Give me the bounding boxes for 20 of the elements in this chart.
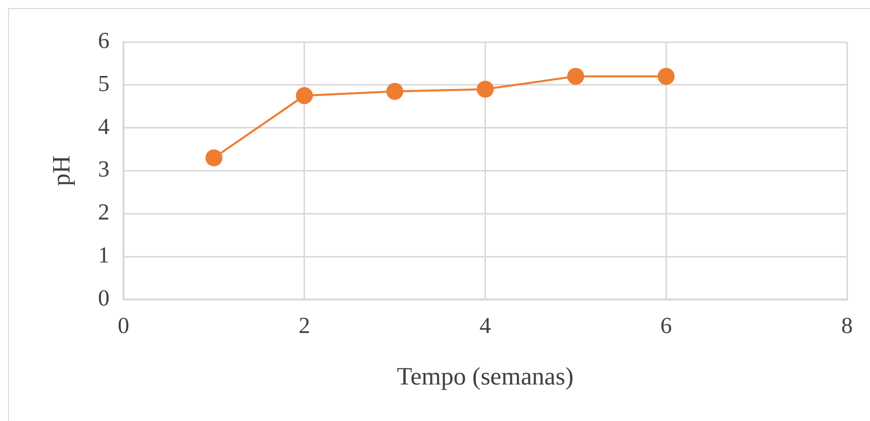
point [476, 80, 494, 98]
point [567, 68, 584, 85]
x-axis-title: Tempo (semanas) [396, 364, 574, 391]
y-tick-label: 2 [98, 200, 110, 225]
y-tick-label: 6 [98, 28, 110, 54]
x-tick-label: 8 [841, 313, 853, 338]
x-tick-label: 2 [298, 313, 310, 338]
x-tick-label: 0 [118, 313, 130, 338]
y-tick-label: 0 [98, 285, 110, 310]
y-tick-label: 3 [98, 156, 110, 182]
point [658, 68, 675, 85]
point [296, 87, 313, 104]
x-tick-label: 6 [660, 313, 672, 338]
y-tick-label: 1 [98, 242, 110, 268]
x-tick-label: 4 [480, 313, 492, 338]
y-tick-label: 4 [98, 114, 110, 139]
point [386, 82, 404, 100]
y-axis-title: pH [48, 155, 76, 186]
y-tick-label: 5 [98, 70, 110, 96]
point [205, 149, 222, 166]
